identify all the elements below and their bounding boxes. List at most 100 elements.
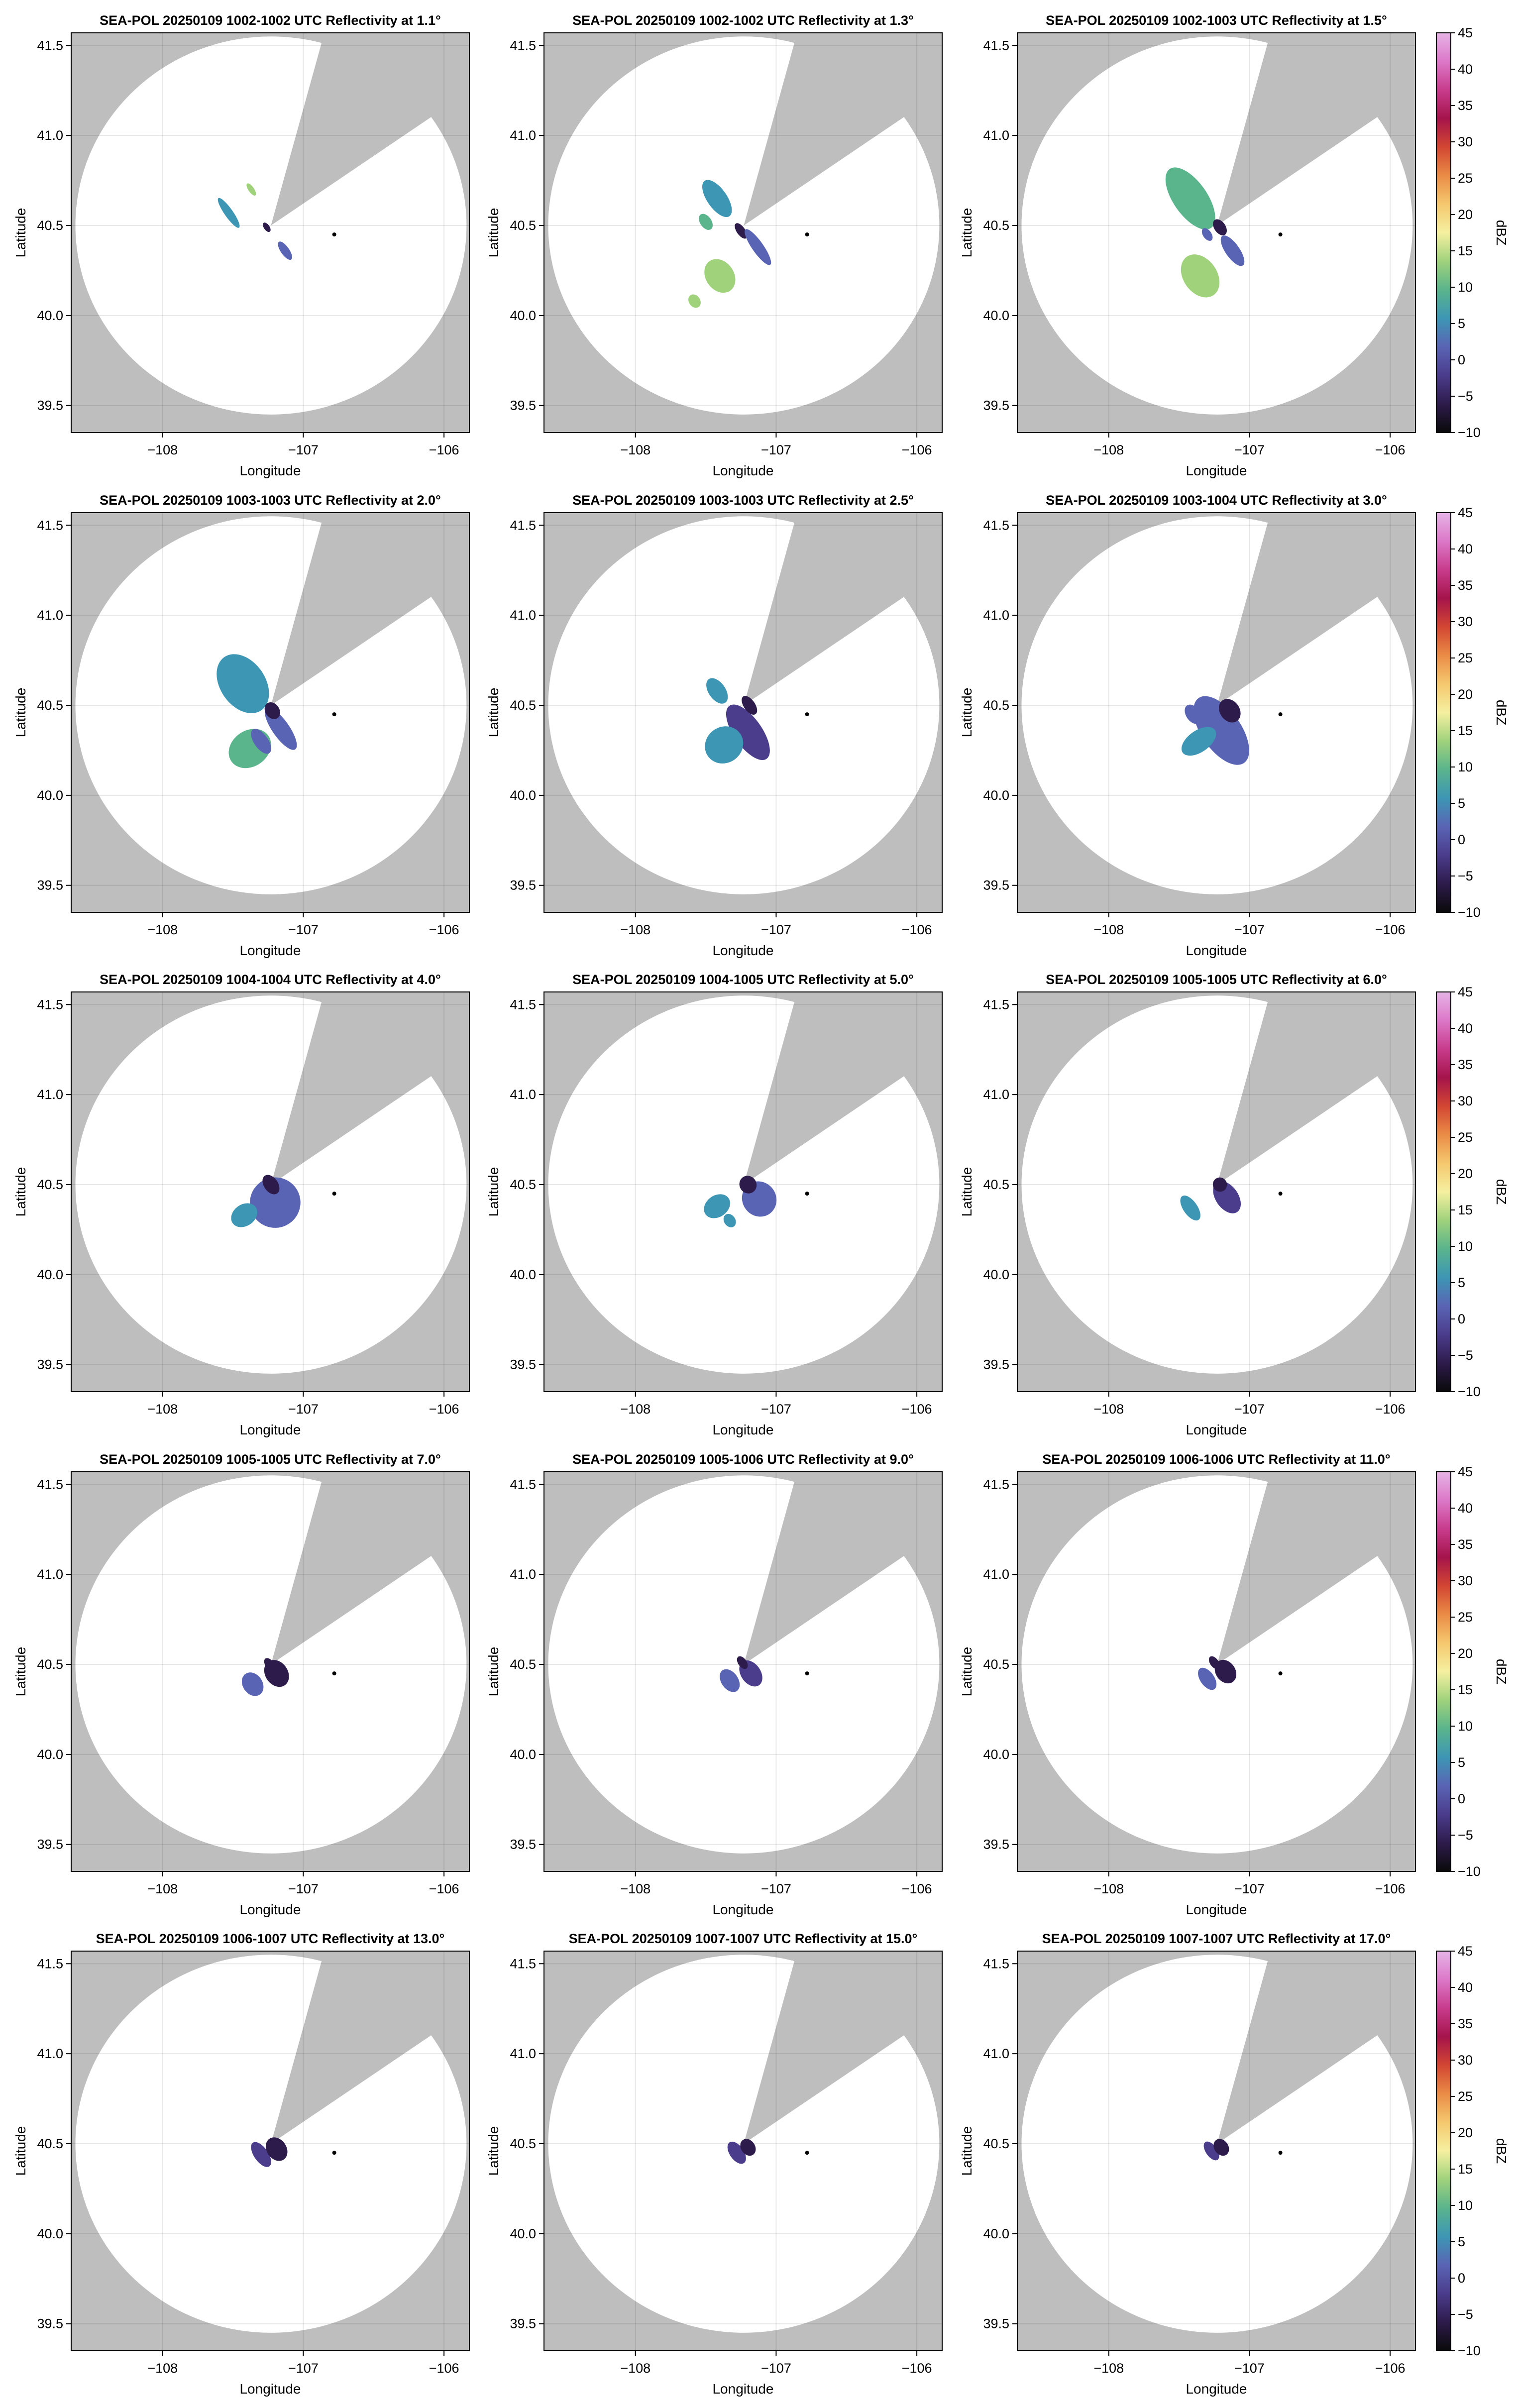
echo: [217, 654, 269, 713]
echo: [1201, 228, 1213, 241]
colorbar-tick-label: 45: [1458, 25, 1473, 40]
x-tick-label: −108: [620, 1402, 650, 1417]
colorbar: −10 −5 0 5 10 15 20 25 30 35 40 45 dBZ: [1436, 985, 1509, 1399]
x-tick-label: −107: [761, 1402, 791, 1417]
colorbar-tick-label: −5: [1458, 389, 1473, 404]
colorbar-tick-label: −5: [1458, 869, 1473, 883]
x-tick-label: −106: [1375, 442, 1406, 457]
echo: [1212, 1177, 1227, 1192]
y-tick-label: 39.5: [510, 878, 536, 893]
colorbar-tick-label: 45: [1458, 505, 1473, 520]
colorbar-tick-label: 40: [1458, 1980, 1473, 1995]
y-tick-label: 40.0: [37, 788, 63, 803]
x-axis-label: Longitude: [239, 1422, 301, 1437]
colorbar-tick-label: 20: [1458, 207, 1473, 222]
y-tick-label: 41.0: [37, 1087, 63, 1102]
x-axis-label: Longitude: [712, 943, 773, 958]
x-tick-label: −108: [620, 442, 650, 457]
colorbar-tick-label: 10: [1458, 280, 1473, 295]
x-tick-label: −106: [429, 2361, 459, 2376]
x-tick-label: −106: [902, 922, 932, 937]
blocked-sector: [271, 513, 444, 706]
site-marker: [332, 1192, 336, 1196]
y-tick-label: 40.5: [37, 2136, 63, 2151]
panel-13: −108 −107 −106 39.5 40.0 40.5 41.0 41.5 SEA-POL …: [13, 1931, 470, 2397]
colorbar-tick-label: 0: [1458, 2271, 1465, 2286]
panel-2: −108 −107 −106 39.5 40.0 40.5 41.0 41.5 SEA-POL …: [486, 13, 943, 478]
colorbar-gradient: [1436, 1471, 1451, 1872]
panel-7: −108 −107 −106 39.5 40.0 40.5 41.0 41.5 SEA-POL …: [13, 972, 470, 1437]
colorbar-tick-label: 15: [1458, 2162, 1473, 2177]
x-tick-label: −108: [1093, 1402, 1124, 1417]
y-axis-label: Latitude: [486, 208, 501, 258]
colorbar-label: dBZ: [1494, 2138, 1509, 2164]
colorbar-tick-label: −10: [1458, 905, 1481, 920]
y-tick-label: 41.0: [510, 608, 536, 623]
y-tick-label: 41.0: [510, 1567, 536, 1582]
site-marker: [805, 1192, 809, 1196]
echo: [737, 1656, 748, 1669]
y-axis-label: Latitude: [486, 1647, 501, 1697]
y-tick-label: 40.0: [37, 1267, 63, 1282]
panel-title: SEA-POL 20250109 1004-1005 UTC Reflectiv…: [572, 972, 914, 987]
axes-frame: [71, 1471, 470, 1872]
colorbar-tick-label: −10: [1458, 425, 1481, 440]
echo: [1181, 254, 1220, 298]
echo: [262, 1175, 280, 1195]
x-tick-label: −106: [1375, 1881, 1406, 1896]
x-tick-label: −108: [620, 2361, 650, 2376]
x-axis-label: Longitude: [1186, 463, 1247, 478]
colorbar-tick-label: 30: [1458, 1573, 1473, 1588]
y-tick-label: 40.0: [510, 1747, 536, 1762]
colorbar-tick-label: 0: [1458, 1312, 1465, 1326]
echo: [702, 180, 732, 218]
colorbar-tick-label: 30: [1458, 1094, 1473, 1108]
blocked-sector: [271, 1951, 444, 2144]
colorbar-tick-label: 40: [1458, 62, 1473, 77]
colorbar-tick-label: 35: [1458, 2016, 1473, 2031]
echo: [739, 1176, 757, 1194]
x-tick-label: −108: [620, 922, 650, 937]
blocked-sector: [1217, 513, 1391, 706]
colorbar-tick-label: 20: [1458, 1646, 1473, 1661]
colorbar-label: dBZ: [1494, 700, 1509, 725]
colorbar-tick-label: −10: [1458, 1864, 1481, 1879]
y-tick-label: 41.0: [510, 1087, 536, 1102]
colorbar: −10 −5 0 5 10 15 20 25 30 35 40 45 dBZ: [1436, 1944, 1509, 2358]
x-axis-label: Longitude: [239, 463, 301, 478]
panel-title: SEA-POL 20250109 1007-1007 UTC Reflectiv…: [569, 1931, 918, 1946]
blocked-sector: [1217, 1472, 1391, 1665]
colorbar-tick-label: 10: [1458, 2198, 1473, 2213]
x-tick-label: −107: [761, 442, 791, 457]
colorbar-tick-label: 10: [1458, 760, 1473, 774]
echo: [723, 1213, 736, 1227]
echo: [1185, 704, 1202, 724]
blocked-sector: [271, 1472, 444, 1665]
y-tick-label: 41.5: [37, 1477, 63, 1492]
x-tick-label: −106: [1375, 2361, 1406, 2376]
echo: [251, 2142, 271, 2167]
panel-title: SEA-POL 20250109 1006-1007 UTC Reflectiv…: [96, 1931, 445, 1946]
site-marker: [332, 1671, 336, 1676]
colorbar-tick-label: 5: [1458, 796, 1465, 811]
y-tick-label: 40.0: [510, 2226, 536, 2241]
colorbar-tick-label: 40: [1458, 1501, 1473, 1516]
echo: [688, 294, 701, 308]
echo: [1213, 219, 1227, 235]
y-axis-label: Latitude: [959, 2126, 975, 2176]
y-tick-label: 41.5: [510, 38, 536, 53]
colorbar-gradient: [1436, 512, 1451, 913]
y-tick-label: 40.5: [510, 698, 536, 713]
panel-title: SEA-POL 20250109 1005-1005 UTC Reflectiv…: [100, 1452, 441, 1467]
blocked-sector: [744, 1951, 917, 2144]
panel-title: SEA-POL 20250109 1004-1004 UTC Reflectiv…: [100, 972, 441, 987]
panel-11: −108 −107 −106 39.5 40.0 40.5 41.0 41.5 SEA-POL …: [486, 1452, 943, 1917]
x-axis-label: Longitude: [712, 463, 773, 478]
colorbar-label: dBZ: [1494, 1659, 1509, 1684]
colorbar-tick-label: 40: [1458, 1021, 1473, 1036]
y-tick-label: 39.5: [510, 2316, 536, 2331]
colorbar-gradient: [1436, 1951, 1451, 2351]
colorbar: −10 −5 0 5 10 15 20 25 30 35 40 45 dBZ: [1436, 505, 1509, 920]
colorbar-tick-label: 45: [1458, 1944, 1473, 1959]
